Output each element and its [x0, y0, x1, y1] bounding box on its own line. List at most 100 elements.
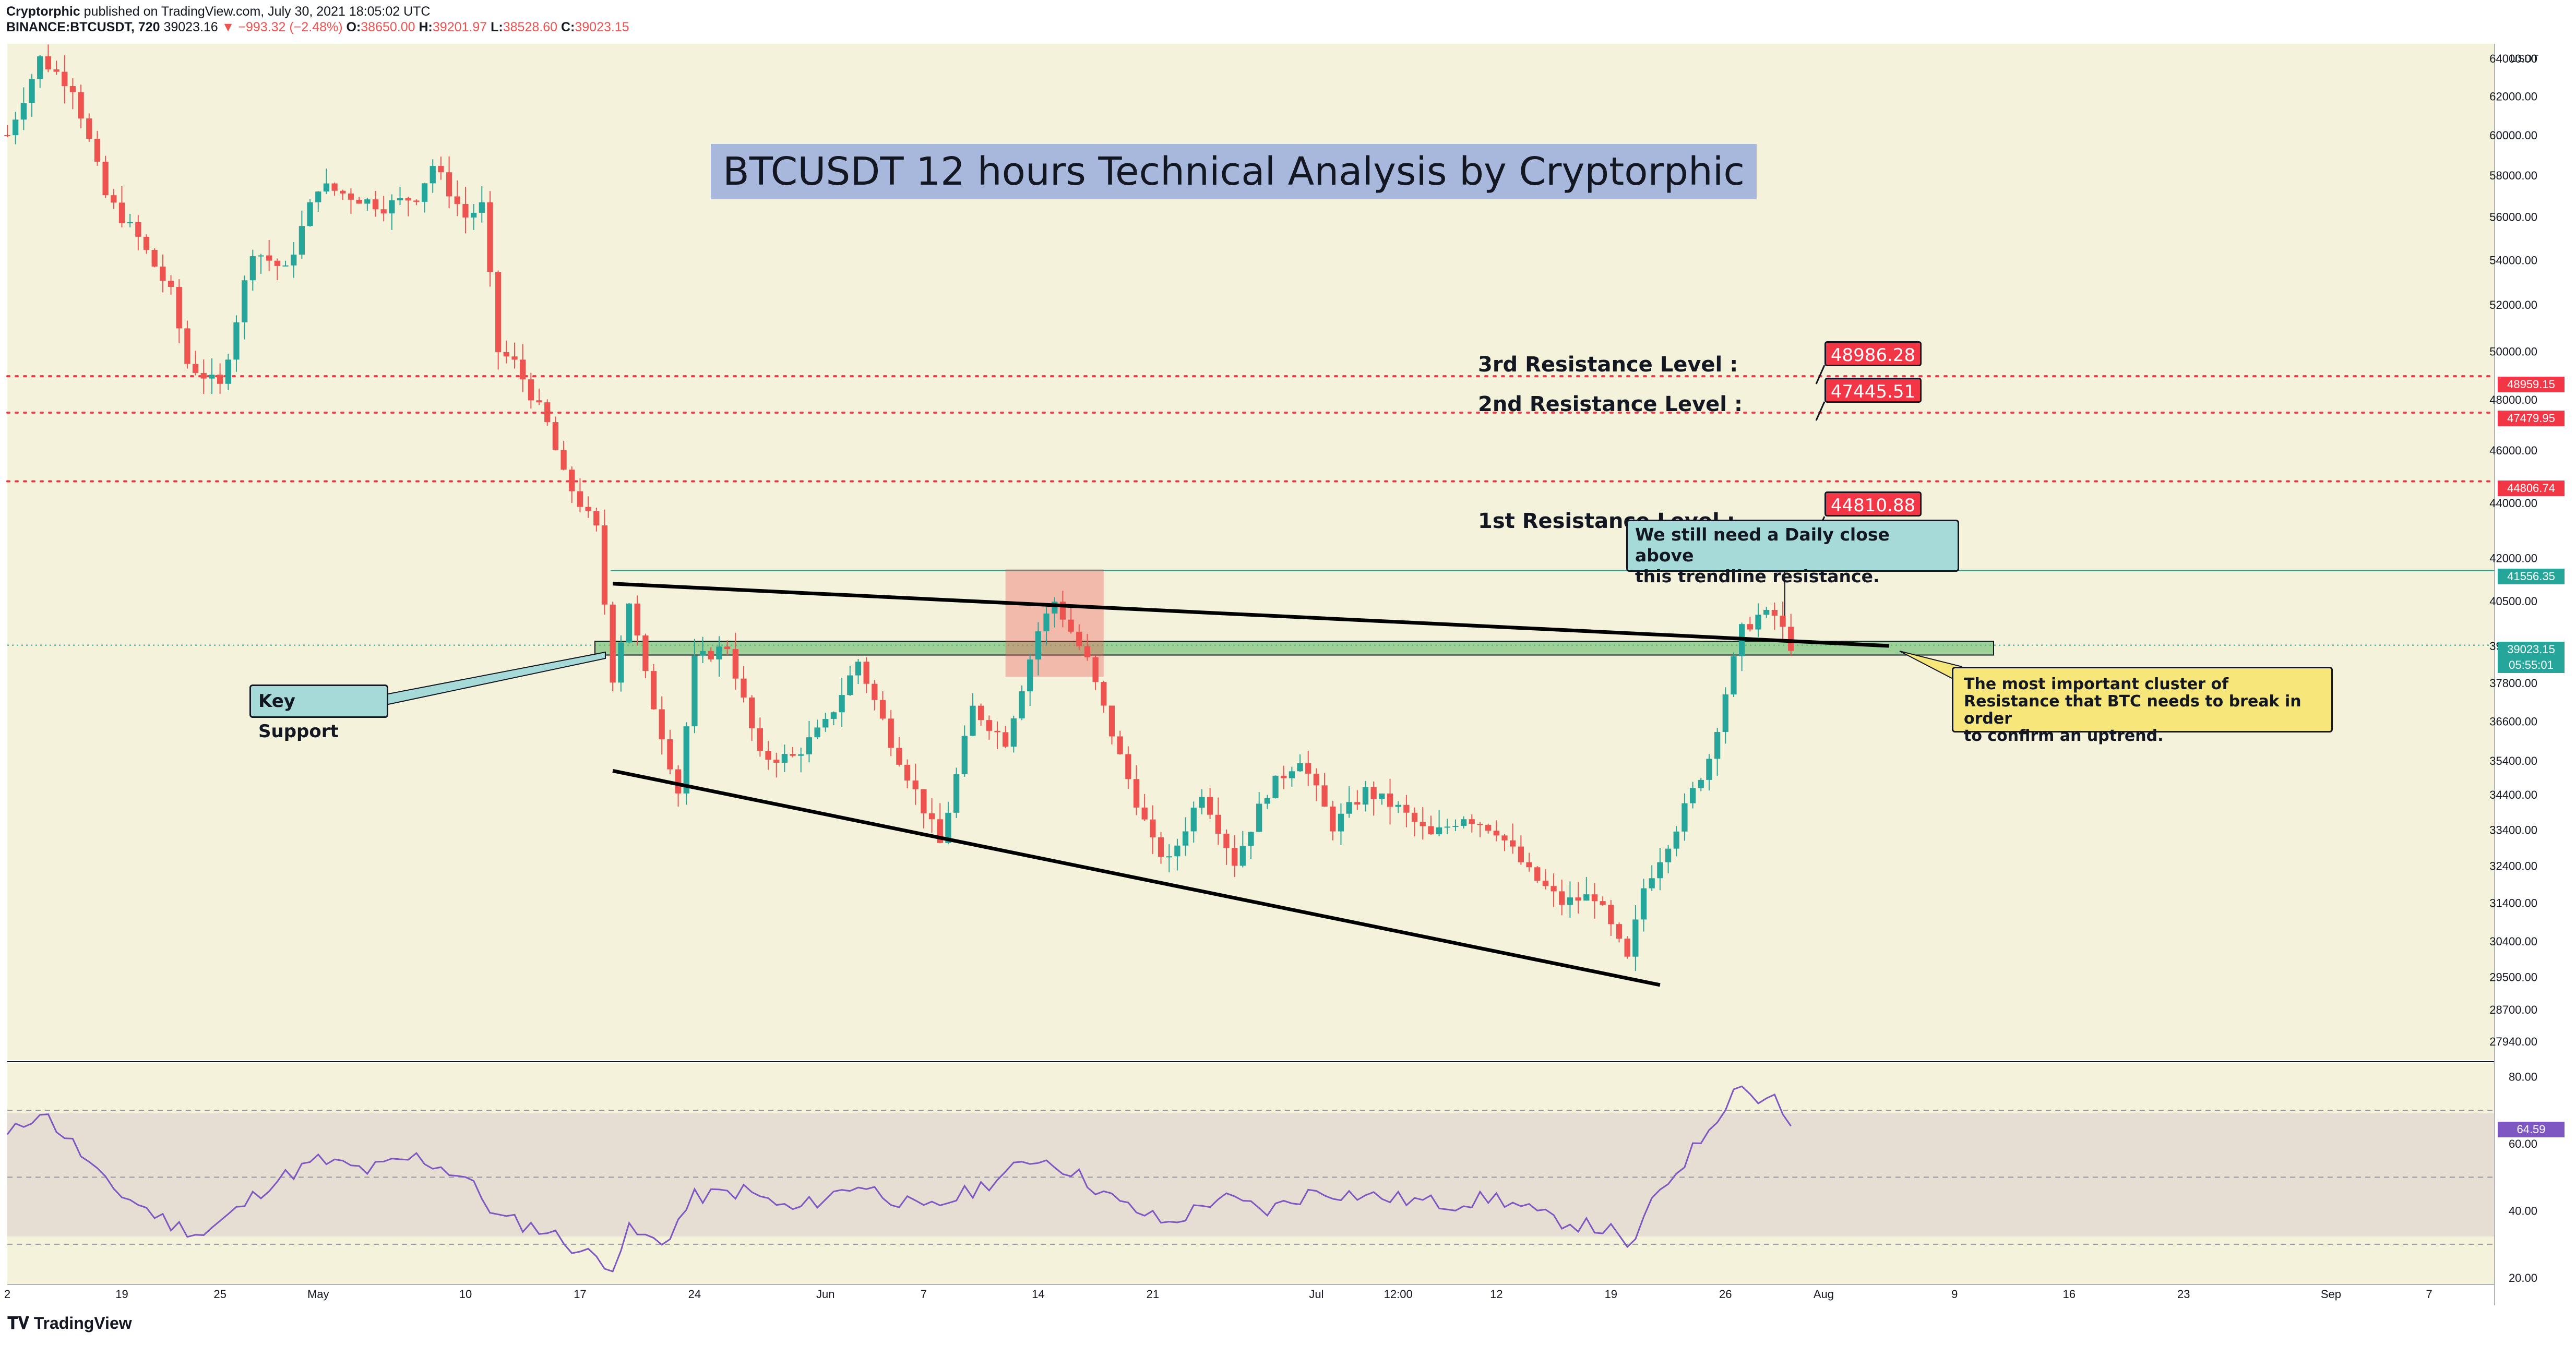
key-support-callout[interactable]: Key Support	[249, 684, 388, 742]
candle-body	[1052, 602, 1058, 614]
r3-value-box[interactable]: 48986.28	[1824, 341, 1922, 366]
candle-body	[37, 56, 43, 79]
rsi-line	[6, 1085, 1792, 1272]
change-text: −993.32 (−2.48%)	[238, 20, 343, 34]
time-tick-label: 23	[2177, 1288, 2190, 1301]
candle-body	[610, 604, 616, 683]
candle-body	[315, 191, 321, 202]
candle-body	[1624, 939, 1630, 957]
candle-body	[372, 199, 379, 210]
candle-body	[1092, 657, 1099, 682]
lower-trendline	[612, 768, 1661, 987]
candle-body	[1207, 797, 1213, 815]
tradingview-logo[interactable]: 𝐓𝐕 TradingView	[7, 1314, 132, 1334]
candle-body	[1714, 731, 1721, 759]
publish-line: Cryptorphic published on TradingView.com…	[6, 4, 430, 19]
candle-body	[593, 511, 600, 526]
cluster-line-1: The most important cluster of	[1964, 675, 2229, 693]
time-tick-label: 12:00	[1384, 1288, 1413, 1301]
time-tick-label: 21	[1147, 1288, 1159, 1301]
c-value: 39023.15	[575, 20, 629, 34]
candle-body	[127, 222, 133, 223]
time-tick-label: 19	[115, 1288, 128, 1301]
candle-body	[380, 209, 387, 213]
time-tick-label: Aug	[1814, 1288, 1834, 1301]
price-tick-label: 36600.00	[2489, 715, 2537, 728]
candle-body	[1330, 806, 1336, 832]
upper-trendline	[612, 582, 1890, 648]
candle-body	[1649, 878, 1655, 888]
author-name[interactable]: Cryptorphic	[6, 4, 80, 19]
time-tick-label: Sep	[2321, 1288, 2341, 1301]
candle-body	[405, 198, 411, 201]
resistance-levels	[6, 375, 2496, 646]
candle-body	[1665, 848, 1672, 862]
price-tick-label: 28700.00	[2489, 1003, 2537, 1016]
candle-body	[487, 202, 493, 272]
time-tick-label: 14	[1032, 1288, 1044, 1301]
r1-value-box[interactable]: 44810.88	[1824, 491, 1922, 517]
candles-layer	[4, 44, 1794, 971]
candle-body	[86, 118, 92, 139]
candle-body	[1141, 807, 1148, 820]
candle-body	[1068, 619, 1074, 632]
candle-body	[118, 202, 125, 223]
candle-body	[143, 236, 150, 250]
candle-body	[364, 199, 371, 204]
candle-body	[1379, 793, 1385, 799]
candle-body	[855, 662, 862, 676]
candle-body	[1518, 846, 1524, 862]
candle-body	[961, 736, 968, 775]
candle-body	[160, 266, 166, 281]
o-value: 38650.00	[361, 20, 415, 34]
candle-body	[135, 222, 141, 237]
candle-body	[249, 256, 256, 281]
candle-body	[879, 700, 886, 719]
candle-body	[94, 139, 101, 162]
candle-body	[421, 183, 428, 202]
candle-body	[847, 675, 853, 695]
l-value: 38528.60	[503, 20, 558, 34]
cluster-callout[interactable]: The most important cluster of Resistance…	[1952, 667, 2333, 744]
time-tick-label: May	[307, 1288, 329, 1301]
candle-body	[1256, 803, 1262, 832]
change-value: ▼ −993.32 (−2.48%)	[221, 20, 343, 34]
candle-body	[430, 166, 436, 184]
candle-body	[1632, 919, 1639, 957]
candle-body	[1223, 834, 1230, 848]
daily-close-callout[interactable]: We still need a Daily close above this t…	[1626, 520, 1959, 586]
candle-body	[1698, 779, 1704, 788]
candle-body	[544, 402, 551, 423]
candle-body	[1043, 613, 1050, 632]
resistance-box-pointer	[1815, 365, 1826, 385]
candle-body	[1673, 831, 1679, 849]
candle-body	[601, 525, 608, 605]
candle-body	[928, 813, 935, 820]
candle-body	[1338, 813, 1344, 832]
price-tick-label: 42000.00	[2489, 552, 2537, 565]
candle-body	[282, 265, 289, 267]
candle-body	[798, 754, 804, 756]
r2-value-box[interactable]: 47445.51	[1824, 378, 1922, 403]
candle-body	[1190, 808, 1197, 832]
candle-body	[552, 422, 559, 450]
candle-body	[872, 683, 878, 700]
candle-body	[1657, 862, 1663, 879]
candle-body	[78, 92, 84, 118]
r2-price-tag: 47479.95	[2498, 411, 2565, 426]
currency-label[interactable]: USDT	[2510, 53, 2539, 65]
rsi-band	[7, 1113, 2495, 1236]
candle-body	[323, 183, 330, 192]
candle-body	[258, 255, 264, 257]
candle-body	[1272, 775, 1279, 798]
candle-body	[1747, 624, 1753, 630]
candle-body	[1493, 831, 1499, 836]
candle-body	[683, 726, 689, 794]
candle-body	[1150, 819, 1156, 837]
ohlc-line: BINANCE:BTCUSDT, 720 39023.16 ▼ −993.32 …	[6, 20, 629, 35]
trendline-price-tag: 41556.35	[2498, 569, 2565, 584]
time-tick-label: 12	[1490, 1288, 1502, 1301]
candle-body	[1174, 845, 1180, 857]
price-tick-label: 56000.00	[2489, 211, 2537, 224]
price-pane-background	[7, 44, 2495, 1060]
